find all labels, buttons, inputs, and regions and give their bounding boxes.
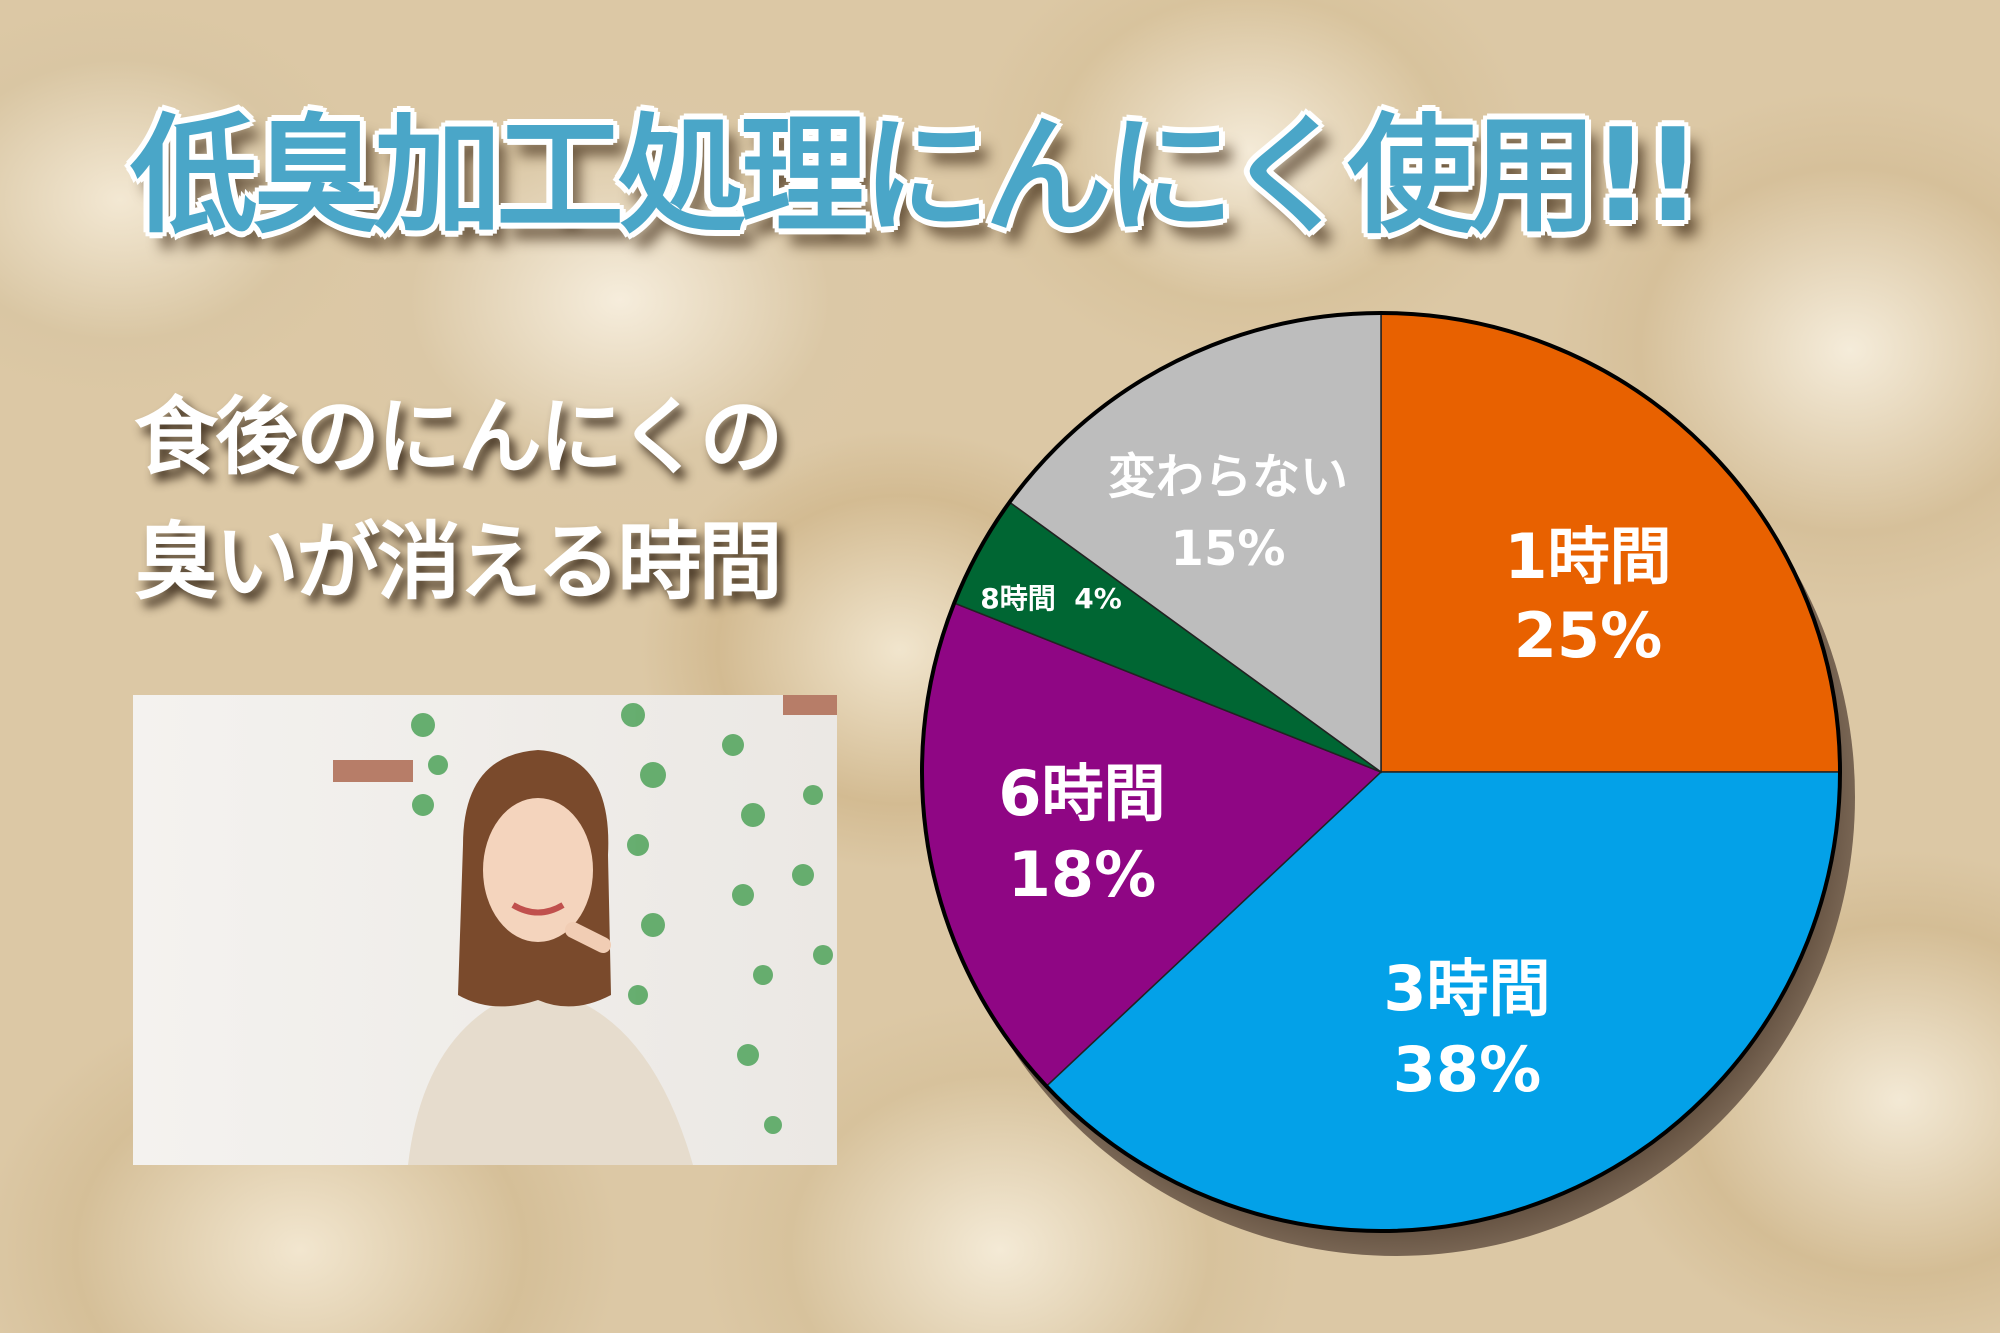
slice-value-1h: 25% (1514, 599, 1662, 672)
slice-value-8h: 4% (1074, 582, 1122, 615)
headline: 低臭加工処理にんにく使用!! (130, 102, 1702, 251)
slice-label-3h: 3時間 (1383, 952, 1550, 1025)
pie-outline (920, 311, 1842, 1233)
subtitle-line-2: 臭いが消える時間 (134, 513, 782, 611)
slice-value-6h: 18% (1008, 838, 1156, 911)
slice-label-6h: 6時間 (998, 757, 1165, 830)
slice-label-8h: 8時間 (980, 582, 1055, 615)
slice-value-unchanged: 15% (1171, 521, 1286, 577)
woman-smiling-photo (133, 695, 837, 1165)
slice-label-1h: 1時間 (1504, 520, 1671, 593)
slice-value-3h: 38% (1393, 1033, 1541, 1106)
slice-label-unchanged: 変わらない (1108, 449, 1348, 505)
subtitle-line-1: 食後のにんにくの (134, 388, 783, 486)
